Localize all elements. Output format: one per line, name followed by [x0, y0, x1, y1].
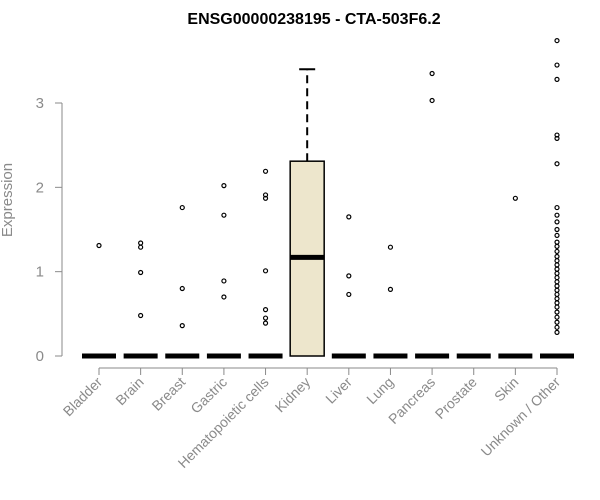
outlier-point: [512, 195, 518, 201]
outlier-point: [221, 294, 227, 300]
outlier-point: [262, 315, 269, 321]
y-tick-label: 1: [36, 264, 44, 281]
x-tick-label: Liver: [322, 374, 355, 407]
box-group: [123, 240, 158, 359]
y-tick-label: 3: [36, 95, 44, 112]
outlier-point: [554, 76, 560, 82]
outlier-point: [554, 319, 560, 325]
y-axis: 0 1 2 3: [36, 95, 63, 365]
outlier-point: [221, 183, 227, 189]
x-tick-label: Brain: [112, 374, 146, 408]
outlier-point: [387, 244, 394, 250]
outlier-point: [262, 195, 269, 201]
outlier-point: [554, 270, 560, 276]
outlier-point: [554, 62, 560, 68]
outlier-point: [262, 307, 269, 313]
outlier-point: [554, 309, 560, 315]
outlier-point: [346, 214, 352, 220]
outlier-point: [554, 314, 560, 320]
outlier-point: [429, 70, 435, 77]
y-tick-label: 0: [36, 348, 44, 365]
outlier-point: [96, 242, 102, 249]
outlier-point: [138, 269, 144, 276]
y-axis-label: Expression: [0, 163, 16, 237]
outlier-point: [554, 304, 560, 310]
outlier-point: [262, 268, 269, 274]
outlier-point: [138, 244, 144, 250]
box-group: [415, 70, 450, 359]
box-group: [373, 244, 408, 359]
box-group: [331, 214, 366, 359]
outlier-point: [429, 97, 435, 104]
outlier-point: [554, 291, 560, 298]
x-tick-label: Breast: [148, 374, 188, 414]
outlier-point: [138, 312, 144, 319]
outlier-point: [554, 296, 560, 302]
box-group: [498, 195, 533, 359]
outlier-point: [554, 243, 560, 249]
outlier-point: [554, 37, 560, 44]
outlier-point: [138, 240, 144, 246]
outlier-point: [554, 258, 560, 264]
outlier-point: [262, 192, 269, 198]
outlier-point: [554, 226, 560, 233]
outlier-point: [554, 324, 560, 330]
outlier-point: [554, 212, 560, 218]
plot-area: [82, 37, 574, 359]
outlier-point: [554, 287, 560, 293]
outlier-point: [554, 283, 560, 289]
outlier-point: [554, 239, 560, 245]
box-group: [289, 68, 325, 357]
x-tick-label: Lung: [363, 374, 396, 407]
box-group: [206, 183, 241, 359]
box-group: [165, 204, 200, 359]
chart-title: ENSG00000238195 - CTA-503F6.2: [187, 11, 440, 28]
outlier-point: [554, 232, 560, 239]
outlier-point: [221, 278, 227, 284]
outlier-point: [179, 204, 185, 211]
outlier-point: [262, 320, 269, 326]
box-group: [248, 168, 283, 359]
outlier-point: [387, 286, 394, 292]
outlier-point: [554, 253, 560, 260]
outlier-point: [262, 168, 269, 174]
outlier-point: [554, 300, 560, 306]
y-tick-label: 2: [36, 179, 44, 196]
outlier-point: [554, 132, 560, 138]
outlier-point: [554, 329, 560, 335]
outlier-point: [554, 248, 560, 255]
outlier-point: [554, 135, 560, 142]
outlier-point: [554, 274, 560, 281]
outlier-point: [554, 161, 560, 167]
outlier-point: [554, 204, 560, 211]
x-tick-label: Skin: [491, 374, 522, 405]
x-tick-label: Bladder: [60, 374, 106, 420]
outlier-point: [554, 219, 560, 225]
outlier-point: [554, 262, 560, 268]
x-tick-label: Kidney: [272, 374, 314, 416]
x-tick-label: Unknown / Other: [478, 374, 564, 460]
x-tick-label: Prostate: [432, 374, 480, 422]
outlier-point: [221, 212, 227, 218]
outlier-point: [179, 285, 185, 292]
outlier-point: [179, 323, 185, 329]
box-group: [540, 37, 574, 359]
outlier-point: [554, 266, 560, 272]
outlier-point: [346, 273, 352, 279]
box-group: [82, 242, 116, 359]
outlier-point: [554, 279, 560, 285]
outlier-point: [346, 291, 352, 298]
